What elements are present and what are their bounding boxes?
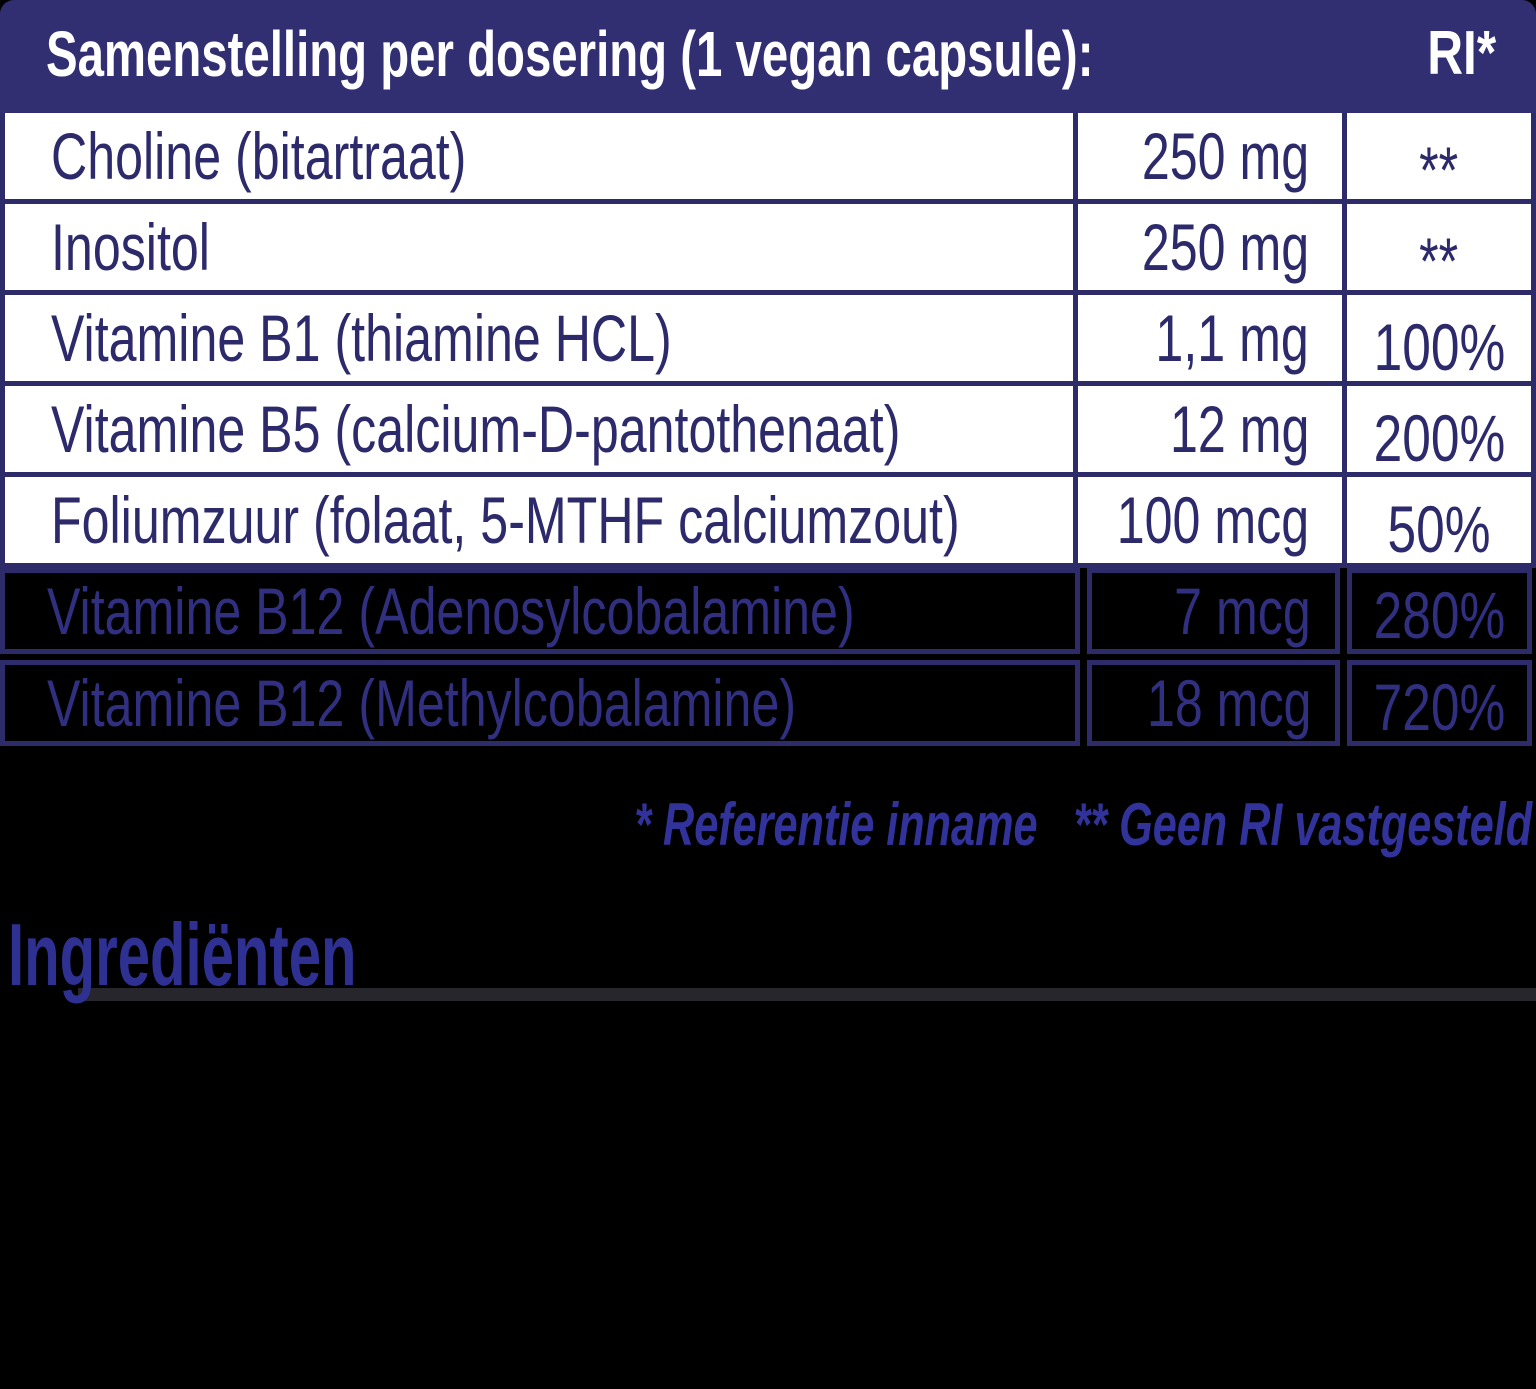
ingredient-amount: 12 mg <box>1169 392 1309 466</box>
ingredient-amount-cell: 12 mg <box>1078 386 1347 472</box>
table-row: Foliumzuur (folaat, 5-MTHF calciumzout) … <box>5 477 1531 568</box>
ri-value-cell: ** <box>1347 113 1531 207</box>
ri-value: 100% <box>1373 310 1505 385</box>
ingredient-amount-cell: 1,1 mg <box>1078 295 1347 381</box>
section-divider <box>78 988 1536 1001</box>
table-title: Samenstelling per dosering (1 vegan caps… <box>46 17 1094 90</box>
ingredient-amount: 100 mcg <box>1116 483 1309 557</box>
ingredient-name: Foliumzuur (folaat, 5-MTHF calciumzout) <box>51 483 960 557</box>
ingredient-name: Vitamine B5 (calcium-D-pantothenaat) <box>51 392 901 466</box>
table-row: Vitamine B12 (Adenosylcobalamine) 7 mcg … <box>0 568 1532 654</box>
ingredient-amount-cell: 250 mg <box>1078 113 1347 199</box>
nutrition-table-white-section: Choline (bitartraat) 250 mg ** Inositol … <box>0 113 1536 568</box>
table-header-title-wrap: Samenstelling per dosering (1 vegan caps… <box>46 0 1462 107</box>
ingredients-section-header: Ingrediënten <box>0 903 1536 1023</box>
ingredients-heading: Ingrediënten <box>8 905 357 1004</box>
ingredient-amount-cell: 100 mcg <box>1078 477 1347 563</box>
table-row: Vitamine B1 (thiamine HCL) 1,1 mg 100% <box>5 295 1531 386</box>
ingredient-amount: 250 mg <box>1141 119 1309 193</box>
ri-value: 280% <box>1373 578 1506 653</box>
ingredient-name-cell: Choline (bitartraat) <box>5 113 1078 199</box>
ri-value-cell: 280% <box>1347 568 1532 654</box>
ri-value-cell: 100% <box>1347 295 1531 381</box>
footnote: * Referentie inname ** Geen RI vastgeste… <box>285 780 1532 870</box>
ingredient-name: Vitamine B1 (thiamine HCL) <box>51 301 672 375</box>
ingredients-heading-wrap: Ingrediënten <box>8 903 536 1007</box>
ingredient-name: Vitamine B12 (Methylcobalamine) <box>47 666 797 740</box>
ri-value-cell: ** <box>1347 204 1531 298</box>
ri-value-cell: 50% <box>1347 477 1531 563</box>
ingredient-name-cell: Vitamine B1 (thiamine HCL) <box>5 295 1078 381</box>
footnote-text: * Referentie inname ** Geen RI vastgeste… <box>634 791 1532 858</box>
ingredient-amount: 250 mg <box>1141 210 1309 284</box>
ri-column-header: RI* <box>1427 19 1496 88</box>
ingredient-name-cell: Vitamine B12 (Methylcobalamine) <box>0 660 1080 746</box>
ingredient-name-cell: Vitamine B5 (calcium-D-pantothenaat) <box>5 386 1078 472</box>
ri-value: ** <box>1419 133 1459 207</box>
ingredient-amount-cell: 250 mg <box>1078 204 1347 290</box>
ri-value-cell: 200% <box>1347 386 1531 472</box>
ingredient-amount-cell: 7 mcg <box>1087 568 1340 654</box>
table-header-bar: Samenstelling per dosering (1 vegan caps… <box>0 0 1536 113</box>
ri-value: ** <box>1419 224 1459 298</box>
table-row: Choline (bitartraat) 250 mg ** <box>5 113 1531 207</box>
ingredient-name-cell: Foliumzuur (folaat, 5-MTHF calciumzout) <box>5 477 1078 563</box>
ingredient-name: Choline (bitartraat) <box>51 119 467 193</box>
ingredient-amount: 18 mcg <box>1146 666 1311 740</box>
table-row: Vitamine B12 (Methylcobalamine) 18 mcg 7… <box>0 660 1532 746</box>
ingredient-name-cell: Vitamine B12 (Adenosylcobalamine) <box>0 568 1080 654</box>
ingredient-amount-cell: 18 mcg <box>1087 660 1340 746</box>
ri-value: 200% <box>1373 401 1505 476</box>
ingredient-amount: 1,1 mg <box>1155 301 1309 375</box>
ri-column-header-wrap: RI* <box>1410 0 1496 107</box>
ri-value: 50% <box>1387 492 1491 567</box>
table-row: Vitamine B5 (calcium-D-pantothenaat) 12 … <box>5 386 1531 477</box>
ri-value-cell: 720% <box>1347 660 1532 746</box>
nutrition-table-transparent-section: Vitamine B12 (Adenosylcobalamine) 7 mcg … <box>0 568 1532 752</box>
ri-value: 720% <box>1373 670 1506 745</box>
ingredient-name: Vitamine B12 (Adenosylcobalamine) <box>47 574 855 648</box>
ingredient-amount: 7 mcg <box>1174 574 1311 648</box>
table-row: Inositol 250 mg ** <box>5 204 1531 298</box>
ingredient-name-cell: Inositol <box>5 204 1078 290</box>
ingredient-name: Inositol <box>51 210 210 284</box>
